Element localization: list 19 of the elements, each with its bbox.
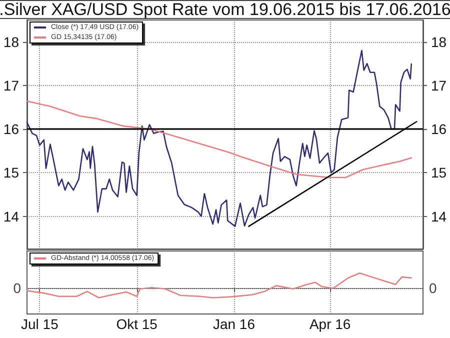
- x-tick-label: Apr 16: [309, 316, 351, 332]
- y2-tick-label: 15: [431, 164, 447, 181]
- x-tick-label: Jan 16: [212, 316, 256, 332]
- y2-tick-label: 17: [431, 77, 447, 94]
- y2-tick-label: 14: [431, 208, 447, 224]
- text: 0: [13, 280, 22, 296]
- y-tick-label: 15: [3, 164, 20, 181]
- x-tick-label: Jul 15: [20, 316, 59, 332]
- x-tick-label: Okt 15: [116, 316, 158, 332]
- text: 0: [429, 280, 437, 296]
- line-series: [26, 100, 412, 178]
- y-tick-label: 16: [3, 121, 20, 138]
- y-tick-label: 18: [3, 34, 20, 50]
- line-series: [26, 50, 412, 227]
- y2-tick-label: 16: [431, 121, 447, 138]
- y-tick-label: 17: [3, 77, 20, 94]
- chart-title: .Silver XAG/USD Spot Rate vom 19.06.2015 bis 17.06.2016: [0, 0, 450, 19]
- y2-tick-label: 18: [431, 34, 447, 50]
- y-tick-label: 14: [3, 208, 20, 224]
